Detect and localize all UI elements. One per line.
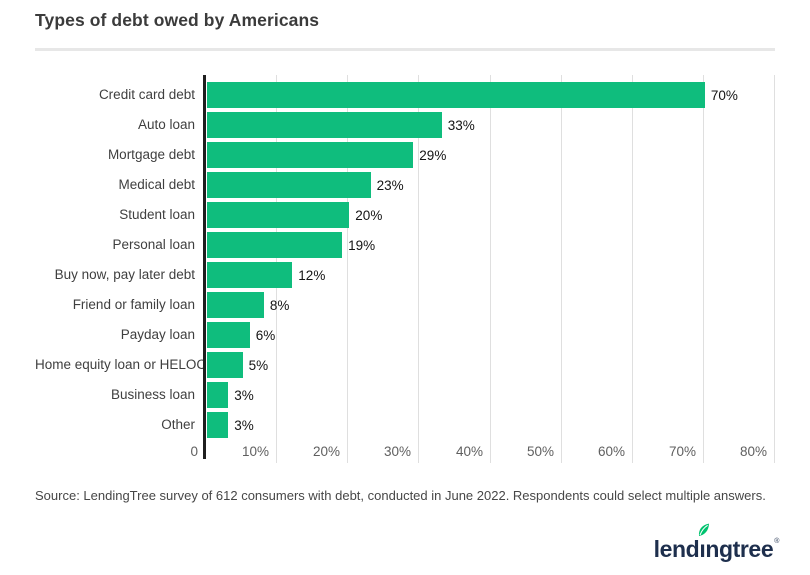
value-label: 70% [710,87,738,103]
bar [207,202,350,228]
value-label: 33% [447,117,475,133]
x-tick-label: 40% [455,444,483,459]
title-divider [35,48,775,51]
gridline [418,75,419,463]
x-tick-label: 20% [312,444,340,459]
bar [207,142,414,168]
bar [207,412,229,438]
value-label: 12% [298,267,326,283]
x-tick-label: 0 [190,444,198,459]
logo-i: ı [699,523,710,563]
category-label: Other [161,417,195,432]
bar-row: 20% [207,200,774,230]
gridline [632,75,633,463]
chart-title: Types of debt owed by Americans [35,10,320,30]
category-label: Personal loan [112,237,195,252]
source-note: Source: LendingTree survey of 612 consum… [35,488,766,503]
value-label: 20% [355,207,383,223]
category-label: Friend or family loan [72,297,195,312]
logo-wordmark-pre: lend [653,536,700,562]
x-tick-label: 30% [383,444,411,459]
gridline [774,75,775,463]
category-label: Mortgage debt [107,147,195,162]
bar-row: 3% [207,380,774,410]
y-axis-line [203,75,206,459]
bar-chart: Credit card debt Auto loan Mortgage debt Me… [35,70,775,475]
bar [207,232,343,258]
category-label: Buy now, pay later debt [54,267,195,282]
bar-row: 29% [207,140,774,170]
category-label: Payday loan [120,327,195,342]
x-tick-label: 60% [597,444,625,459]
category-label: Business loan [110,387,195,402]
value-label: 19% [348,237,376,253]
bar-row: 19% [207,230,774,260]
bar [207,112,442,138]
category-label: Credit card debt [98,87,195,102]
bar [207,262,293,288]
bar-row: 33% [207,110,774,140]
bar-row: 70% [207,80,774,110]
bar [207,322,250,348]
value-label: 5% [248,357,269,373]
x-tick-label: 70% [668,444,696,459]
gridline [490,75,491,463]
value-label: 3% [234,387,254,403]
bar [207,172,371,198]
category-label: Auto loan [137,117,195,132]
category-label: Home equity loan or HELOC [35,357,207,372]
bar-rows: 70% 33% 29% 23% 20% 19% 12% 8% 6% 5% 3% 3% [207,80,774,440]
bar-row: 5% [207,350,774,380]
bar-row: 3% [207,410,774,440]
value-label: 6% [255,327,276,343]
category-label: Student loan [119,207,195,222]
value-label: 23% [376,177,404,193]
bar [207,352,243,378]
bar [207,82,705,108]
bar-row: 6% [207,320,774,350]
category-labels: Credit card debt Auto loan Mortgage debt Me… [35,80,207,440]
value-label: 8% [269,297,290,313]
x-axis-ticks: 0 10% 20% 30% 40% 50% 60% 70% 80% [190,441,774,463]
logo-wordmark-post: ngtree [705,536,774,562]
lendingtree-logo: lend ıngtree® [653,523,779,563]
bar-row: 12% [207,260,774,290]
gridline [347,75,348,463]
x-tick-label: 50% [526,444,554,459]
bar [207,382,229,408]
value-label: 29% [419,147,447,163]
bar [207,292,264,318]
x-tick-label: 80% [739,444,767,459]
x-tick-label: 10% [241,444,269,459]
value-label: 3% [234,417,254,433]
registered-mark: ® [774,538,779,545]
plot-area: 70% 33% 29% 23% 20% 19% 12% 8% 6% 5% 3% 3% 0 10% 20% 3… [190,75,775,463]
bar-row: 23% [207,170,774,200]
gridline [703,75,704,463]
leaf-icon [699,523,710,536]
logo-wordmark-i: ı [699,536,706,562]
gridline [561,75,562,463]
category-label: Medical debt [118,177,195,192]
bar-row: 8% [207,290,774,320]
